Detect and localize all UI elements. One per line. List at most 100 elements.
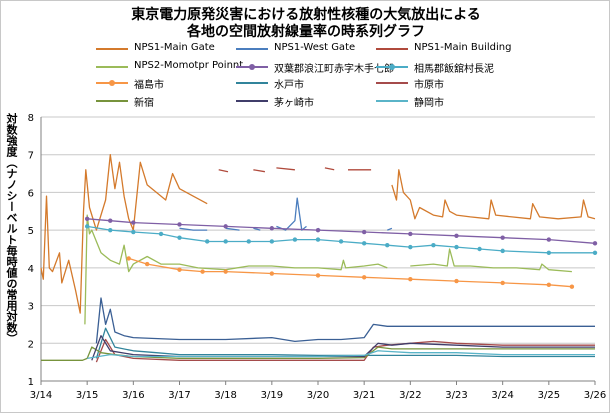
x-tick-label: 3/16 bbox=[122, 390, 144, 401]
series-segment bbox=[40, 154, 208, 314]
series-line-5 bbox=[84, 224, 598, 255]
series-line-0 bbox=[40, 154, 596, 314]
data-point bbox=[246, 239, 251, 244]
series-segment bbox=[87, 350, 595, 360]
series-line-6 bbox=[126, 256, 575, 289]
y-tick-label: 1 bbox=[28, 377, 34, 388]
legend-swatch bbox=[236, 48, 268, 50]
x-tick-label: 3/22 bbox=[399, 390, 421, 401]
data-point bbox=[454, 233, 459, 238]
y-axis-label: 対数強度（ナノシーベルト毎時値の常用対数） bbox=[5, 113, 18, 344]
y-tick-label: 6 bbox=[28, 188, 34, 199]
legend-label: 水戸市 bbox=[274, 80, 304, 91]
data-point bbox=[338, 239, 344, 244]
data-point bbox=[546, 250, 552, 255]
legend-swatch bbox=[236, 82, 268, 84]
series-segment bbox=[95, 297, 595, 344]
data-point bbox=[500, 248, 505, 254]
legend-swatch bbox=[96, 66, 128, 68]
legend-label: 市原市 bbox=[414, 80, 444, 91]
data-point bbox=[454, 278, 459, 284]
data-point bbox=[200, 269, 205, 274]
legend-swatch bbox=[376, 82, 408, 84]
series-line-11 bbox=[87, 350, 595, 360]
data-point bbox=[292, 237, 298, 242]
series-segment bbox=[179, 227, 208, 231]
series-line-9 bbox=[41, 346, 595, 361]
data-point bbox=[546, 282, 552, 288]
x-tick-label: 3/14 bbox=[30, 390, 52, 401]
legend-label: NPS1-Main Gate bbox=[134, 42, 215, 53]
data-point bbox=[315, 227, 321, 233]
data-point bbox=[158, 231, 164, 237]
series-segment bbox=[276, 197, 307, 231]
data-point bbox=[205, 239, 210, 244]
data-point bbox=[315, 273, 321, 278]
series-line-12 bbox=[95, 297, 595, 344]
series-segment bbox=[41, 346, 595, 361]
series-segment bbox=[410, 248, 572, 273]
legend-swatch bbox=[96, 100, 128, 102]
legend-swatch bbox=[96, 48, 128, 50]
legend-swatch bbox=[376, 48, 408, 50]
data-point bbox=[223, 269, 228, 274]
x-tick-label: 3/15 bbox=[76, 390, 98, 401]
y-tick-label: 8 bbox=[28, 113, 34, 124]
y-tick-label: 7 bbox=[28, 151, 34, 162]
legend-label: 新宿 bbox=[134, 98, 154, 109]
data-point bbox=[592, 241, 598, 246]
data-point bbox=[500, 280, 505, 286]
x-tick-label: 3/20 bbox=[307, 390, 329, 401]
series-segment bbox=[225, 227, 240, 231]
data-point bbox=[408, 244, 413, 250]
series-segment bbox=[324, 167, 335, 171]
x-tick-label: 3/23 bbox=[445, 390, 467, 401]
series-segment bbox=[95, 338, 595, 363]
chart-title: 東京電力原発災害における放射性核種の大気放出による bbox=[131, 7, 481, 23]
legend-label: NPS2-Momotpr Poinnt bbox=[134, 60, 244, 71]
legend-label: NPS1-Main Building bbox=[414, 42, 512, 53]
x-tick-label: 3/17 bbox=[168, 390, 190, 401]
x-tick-label: 3/26 bbox=[584, 390, 606, 401]
series-segment bbox=[218, 169, 229, 173]
legend-label: 福島市 bbox=[134, 80, 164, 91]
series-segment bbox=[276, 167, 295, 171]
chart-subtitle: 各地の空間放射線量率の時系列グラフ bbox=[187, 24, 425, 40]
series-segment bbox=[391, 169, 596, 220]
data-point bbox=[269, 226, 275, 231]
data-point bbox=[431, 243, 436, 248]
data-point bbox=[108, 227, 113, 233]
y-tick-label: 3 bbox=[28, 302, 34, 313]
legend-label: 静岡市 bbox=[414, 98, 444, 109]
data-point bbox=[385, 243, 390, 248]
data-point bbox=[177, 267, 182, 272]
data-point bbox=[177, 235, 182, 240]
legend-label: 相馬郡飯舘村長泥 bbox=[414, 64, 494, 75]
data-point bbox=[361, 275, 367, 280]
data-point bbox=[84, 216, 90, 222]
series-segment bbox=[253, 169, 266, 173]
data-point bbox=[408, 231, 413, 237]
series-line-2 bbox=[218, 167, 372, 173]
series-segment bbox=[84, 214, 388, 325]
series-segment bbox=[387, 227, 393, 231]
series-segment bbox=[128, 257, 572, 288]
data-point bbox=[131, 229, 136, 235]
legend-label: NPS1-West Gate bbox=[274, 42, 356, 53]
data-point bbox=[269, 239, 275, 244]
y-tick-label: 5 bbox=[28, 226, 34, 237]
legend-marker bbox=[249, 64, 255, 70]
data-point bbox=[361, 241, 367, 246]
series-segment bbox=[253, 227, 261, 231]
data-point bbox=[269, 271, 275, 276]
legend-swatch bbox=[236, 100, 268, 102]
data-point bbox=[126, 256, 131, 261]
x-tick-label: 3/19 bbox=[261, 390, 283, 401]
series-line-8 bbox=[95, 338, 595, 363]
data-point bbox=[223, 224, 228, 229]
y-tick-label: 2 bbox=[28, 339, 34, 350]
data-point bbox=[223, 239, 228, 244]
data-point bbox=[144, 261, 150, 267]
